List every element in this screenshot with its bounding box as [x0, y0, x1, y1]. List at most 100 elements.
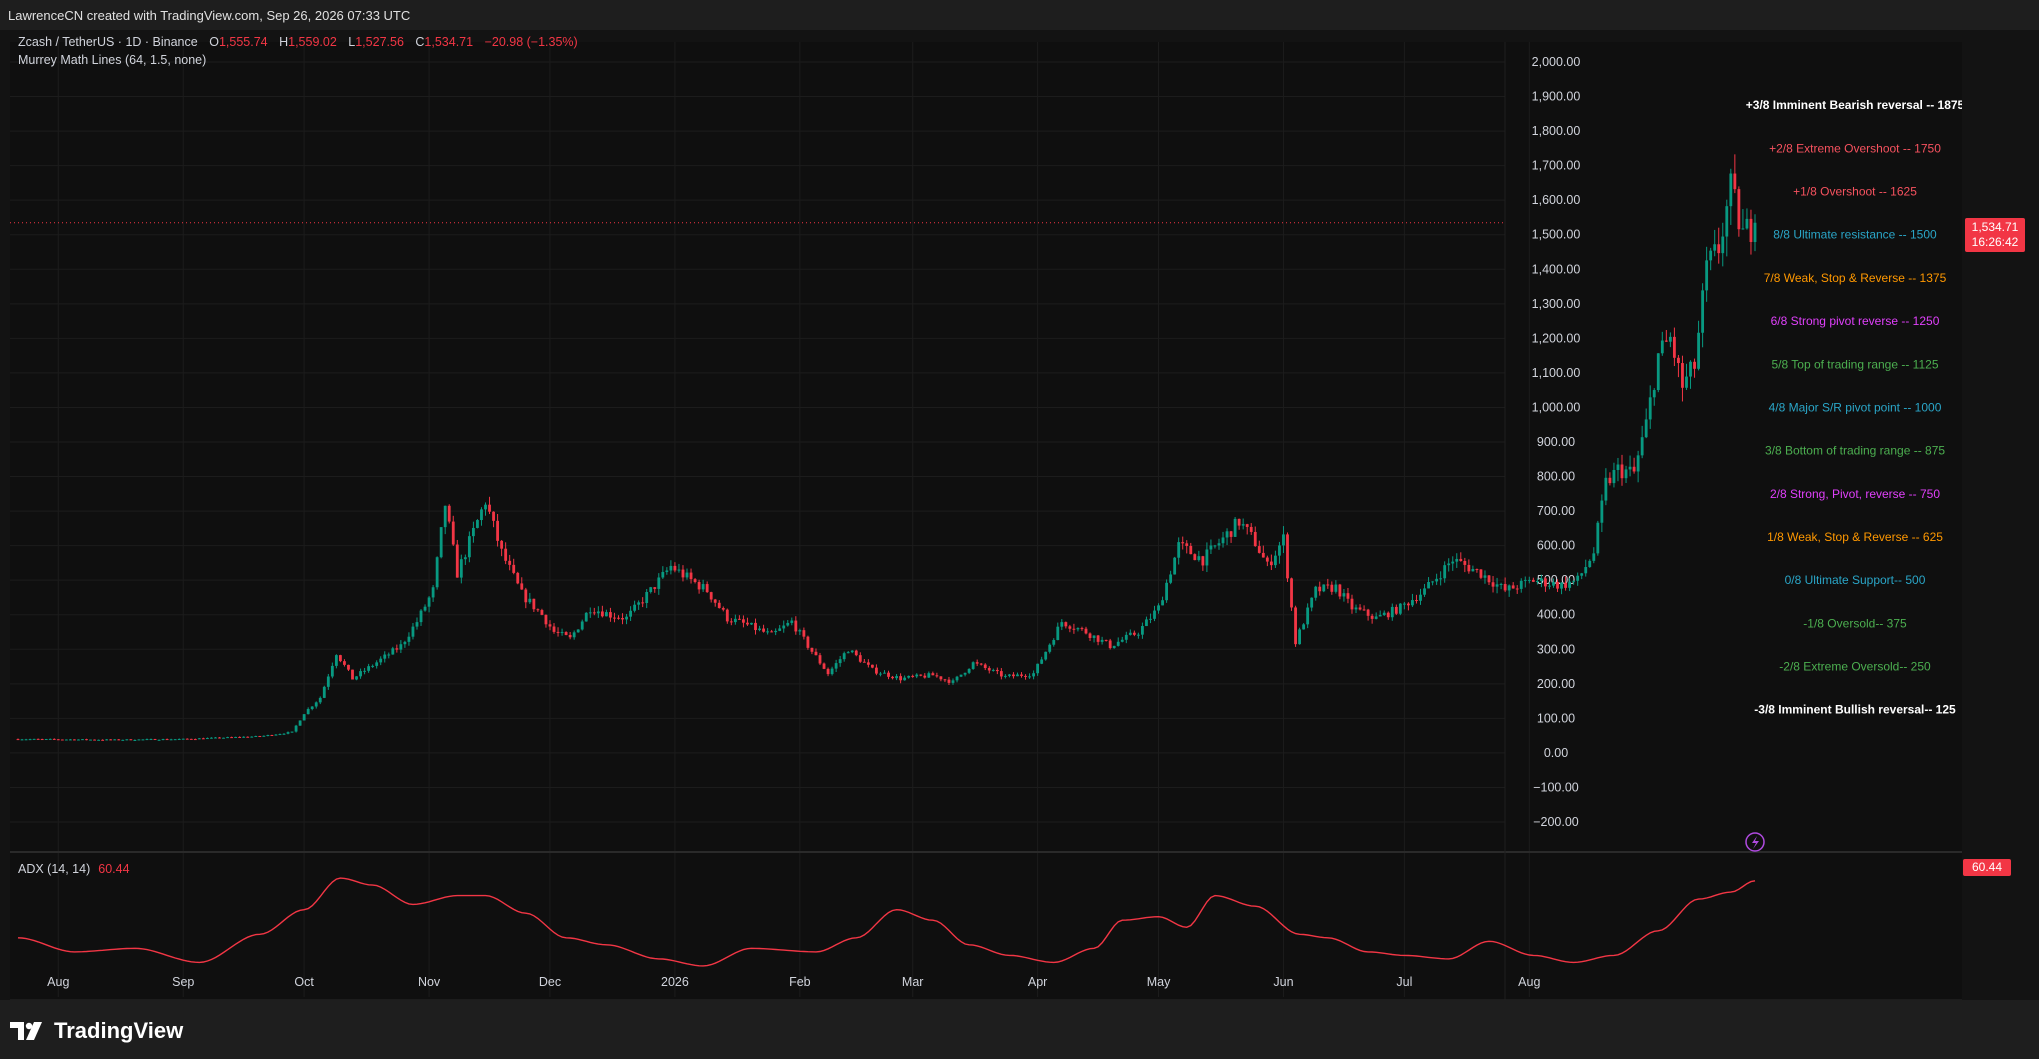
candle-body [326, 676, 330, 687]
candle-body [1499, 583, 1503, 585]
candle-body [1104, 639, 1108, 641]
price-chart[interactable]: Aug Sep Oct Nov Dec 2026 Feb Mar Apr May Jun Jul Aug… [10, 42, 1962, 1000]
candle-body [133, 739, 137, 741]
candle-body [81, 739, 84, 741]
candle-body [1173, 557, 1177, 575]
candle-body [1386, 612, 1390, 618]
candle-body [548, 624, 552, 627]
candle-body [105, 739, 109, 741]
candle-body [1693, 361, 1696, 369]
adx-label[interactable]: ADX (14, 14) [18, 862, 91, 876]
candle-body [1290, 578, 1293, 608]
candle-body [1406, 603, 1410, 606]
x-tick-label: Oct [294, 975, 314, 989]
candle-body [556, 631, 560, 633]
lightning-icon-bolt [1752, 836, 1759, 849]
candle-body [1056, 626, 1060, 641]
candle-body [1338, 584, 1342, 597]
candle-body [451, 521, 455, 545]
adx-legend[interactable]: ADX (14, 14) 60.44 [18, 862, 130, 876]
candle-body [1451, 561, 1455, 564]
candle-body [1185, 543, 1189, 546]
candle-body [653, 587, 657, 589]
close-value: 1,534.71 [424, 35, 474, 49]
candle-body [343, 661, 346, 665]
candle-body [588, 612, 592, 614]
candle-body [197, 738, 201, 740]
candle-body [480, 509, 483, 521]
candle-body [1060, 622, 1064, 627]
candle-body [1660, 340, 1664, 354]
candle-body [1003, 675, 1007, 677]
candle-body [1616, 464, 1620, 470]
candle-body [697, 582, 701, 590]
candle-body [1584, 567, 1588, 574]
candle-body [383, 654, 387, 659]
candle-body [1668, 336, 1672, 342]
candle-body [1507, 585, 1511, 591]
candle-body [649, 587, 653, 593]
candle-body [77, 739, 80, 741]
y-tick-label: −200.00 [1533, 815, 1579, 829]
candle-body [911, 675, 915, 677]
candle-body [641, 602, 645, 604]
candle-body [141, 739, 145, 741]
candle-body [1382, 612, 1386, 615]
indicator-name[interactable]: Murrey Math Lines (64, 1.5, none) [18, 53, 207, 67]
candle-body [778, 628, 782, 631]
lightning-icon [1745, 832, 1765, 852]
candle-body [613, 617, 616, 619]
candle-body [915, 674, 919, 677]
candle-body [1713, 244, 1717, 251]
candle-body [665, 570, 669, 572]
candle-body [999, 671, 1003, 677]
y-tick-label: 1,100.00 [1532, 366, 1581, 380]
candle-body [169, 739, 173, 741]
candle-body [1664, 340, 1668, 342]
symbol-name[interactable]: Zcash / TetherUS · 1D · Binance [18, 35, 198, 49]
candle-body [375, 662, 379, 666]
candle-body [447, 505, 451, 522]
candle-body [1596, 522, 1600, 554]
candle-body [524, 589, 528, 603]
candle-body [955, 676, 959, 681]
candle-body [967, 668, 971, 673]
candle-body [1717, 244, 1721, 254]
candle-body [1620, 464, 1624, 479]
candle-body [1052, 640, 1056, 645]
symbol-legend[interactable]: Zcash / TetherUS · 1D · Binance O1,555.7… [18, 35, 578, 49]
indicator-legend[interactable]: Murrey Math Lines (64, 1.5, none) [18, 53, 206, 67]
candle-body [951, 680, 955, 683]
candle-body [637, 602, 641, 605]
murrey-line-label: 3/8 Bottom of trading range -- 875 [1765, 444, 1945, 458]
last-price: 1,534.71 [1971, 220, 2019, 234]
candle-body [564, 632, 568, 635]
candle-body [52, 738, 56, 740]
candle-body [1120, 639, 1124, 642]
candle-body [1564, 582, 1567, 588]
candle-body [1265, 557, 1269, 562]
candle-body [1701, 290, 1705, 333]
candle-body [1221, 537, 1225, 544]
candle-body [1334, 584, 1338, 592]
candle-body [1181, 542, 1185, 544]
candle-body [798, 630, 802, 632]
candle-body [657, 577, 661, 589]
candle-body [669, 565, 673, 571]
candle-body [818, 655, 822, 664]
candle-body [28, 739, 32, 741]
candle-body [1435, 578, 1439, 582]
candle-body [854, 650, 858, 656]
candle-body [596, 611, 600, 614]
y-tick-label: 1,000.00 [1532, 400, 1581, 414]
x-tick-label: Apr [1028, 975, 1047, 989]
candle-body [1269, 561, 1273, 566]
candle-body [1116, 641, 1120, 646]
candle-body [939, 676, 943, 680]
y-tick-label: 1,700.00 [1532, 159, 1581, 173]
candle-body [73, 739, 76, 741]
candle-body [532, 598, 536, 610]
tradingview-logo[interactable]: TradingView [10, 1018, 183, 1044]
chart-panel[interactable]: Aug Sep Oct Nov Dec 2026 Feb Mar Apr May Jun Jul Aug… [10, 42, 1962, 1000]
open-value: 1,555.74 [218, 35, 268, 49]
